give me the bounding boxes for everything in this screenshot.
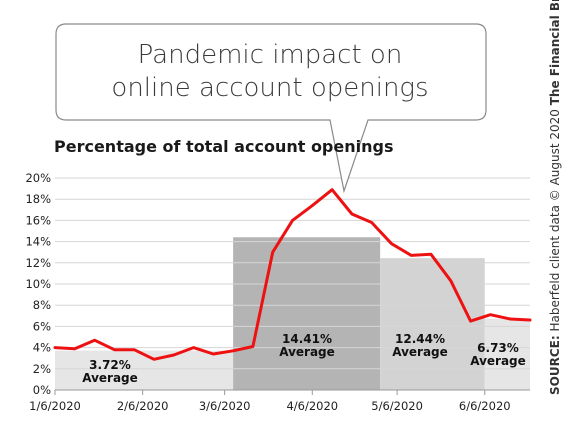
average-word-1: Average xyxy=(82,371,138,385)
y-tick-label: 12% xyxy=(25,256,51,270)
average-value-3: 12.44% xyxy=(395,332,445,346)
x-tick-label: 2/6/2020 xyxy=(117,399,169,413)
callout-bubble xyxy=(55,23,487,194)
chart-subtitle: Percentage of total account openings xyxy=(54,137,394,156)
y-tick-label: 4% xyxy=(33,341,51,355)
y-tick-label: 0% xyxy=(33,383,51,397)
average-word-2: Average xyxy=(279,345,335,359)
average-label-2: 14.41% Average xyxy=(275,333,339,359)
x-tick-label: 6/6/2020 xyxy=(459,399,511,413)
x-tick-label: 1/6/2020 xyxy=(29,399,81,413)
y-tick-label: 10% xyxy=(25,277,51,291)
series-line xyxy=(53,188,532,361)
x-tick-label: 3/6/2020 xyxy=(199,399,251,413)
source-text: Haberfeld client data © August 2020 xyxy=(548,105,562,336)
y-tick-label: 20% xyxy=(25,171,51,185)
average-label-3: 12.44% Average xyxy=(388,333,452,359)
y-tick-label: 18% xyxy=(25,192,51,206)
callout-title-line1: Pandemic impact on xyxy=(137,40,403,70)
y-tick-label: 14% xyxy=(25,235,51,249)
callout-title-line2: online account openings xyxy=(111,73,429,103)
x-tick-label: 4/6/2020 xyxy=(286,399,338,413)
average-value-4: 6.73% xyxy=(477,341,519,355)
y-tick-label: 6% xyxy=(33,319,51,333)
average-word-4: Average xyxy=(470,354,526,368)
average-band-1 xyxy=(55,350,234,390)
x-tick-label: 5/6/2020 xyxy=(371,399,423,413)
average-label-4: 6.73% Average xyxy=(466,342,530,368)
average-value-2: 14.41% xyxy=(282,332,332,346)
y-tick-label: 16% xyxy=(25,213,51,227)
source-brand: The Financial Brand xyxy=(548,0,562,106)
x-axis: 1/6/2020 2/6/2020 3/6/2020 4/6/2020 5/6/2020… xyxy=(29,390,511,413)
y-tick-label: 8% xyxy=(33,298,51,312)
source-note: SOURCE: Haberfeld client data © August 2… xyxy=(548,0,562,395)
average-band-3 xyxy=(380,258,485,390)
gridlines xyxy=(55,177,530,391)
y-axis: 0% 2% 4% 6% 8% 10% 12% 14% 16% 18% 20% xyxy=(25,171,51,397)
average-word-3: Average xyxy=(392,345,448,359)
average-value-1: 3.72% xyxy=(89,358,131,372)
average-band-4 xyxy=(484,318,530,390)
y-tick-label: 2% xyxy=(33,362,51,376)
average-band-2 xyxy=(233,237,381,390)
source-label: SOURCE: xyxy=(548,335,562,395)
average-label-1: 3.72% Average xyxy=(78,359,142,385)
